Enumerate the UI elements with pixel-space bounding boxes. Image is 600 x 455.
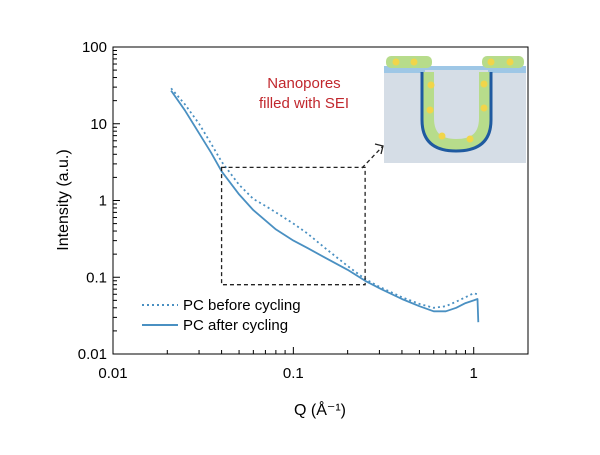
y-tick-label: 10 [90, 116, 107, 133]
zoom-arrow [361, 145, 384, 169]
x-tick-label: 0.01 [98, 365, 127, 382]
series-layer [170, 87, 480, 323]
y-axis-label: Intensity (a.u.) [55, 149, 72, 250]
y-tick-label: 0.01 [78, 346, 107, 363]
x-tick-label: 1 [470, 365, 478, 382]
legend-label-after: PC after cycling [183, 317, 288, 334]
y-tick-label: 1 [99, 193, 107, 210]
axis-ticks: 0.01 0.1 1 0.01 0.1 1 10 100 [78, 39, 478, 382]
y-tick-label: 100 [82, 39, 107, 56]
annotation-line-1: Nanopores [267, 75, 340, 92]
series-line-before-cycling [170, 87, 478, 309]
x-axis-label: Q (Å⁻¹) [294, 400, 346, 419]
legend-label-before: PC before cycling [183, 297, 301, 314]
zoom-region-box [220, 166, 366, 286]
nanopore-inset [384, 56, 526, 163]
series-line-after-cycling [170, 90, 480, 323]
annotation-line-2: filled with SEI [259, 95, 349, 112]
zoom-arrowhead [374, 143, 384, 155]
legend: PC before cycling PC after cycling [142, 297, 301, 334]
x-tick-label: 0.1 [283, 365, 304, 382]
y-tick-label: 0.1 [86, 269, 107, 286]
